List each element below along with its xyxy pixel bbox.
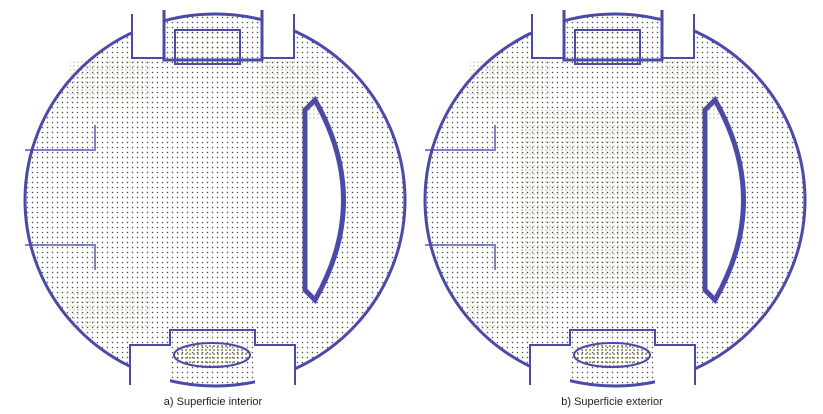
mesh-exterior bbox=[425, 8, 805, 395]
mesh-interior bbox=[25, 8, 405, 395]
caption: b) Superficie exterior bbox=[561, 396, 663, 408]
caption: a) Superficie interior bbox=[164, 396, 263, 408]
figure: a) Superficie interior b) Superficie ext… bbox=[0, 0, 823, 414]
mesh-exterior-density bbox=[520, 110, 690, 290]
